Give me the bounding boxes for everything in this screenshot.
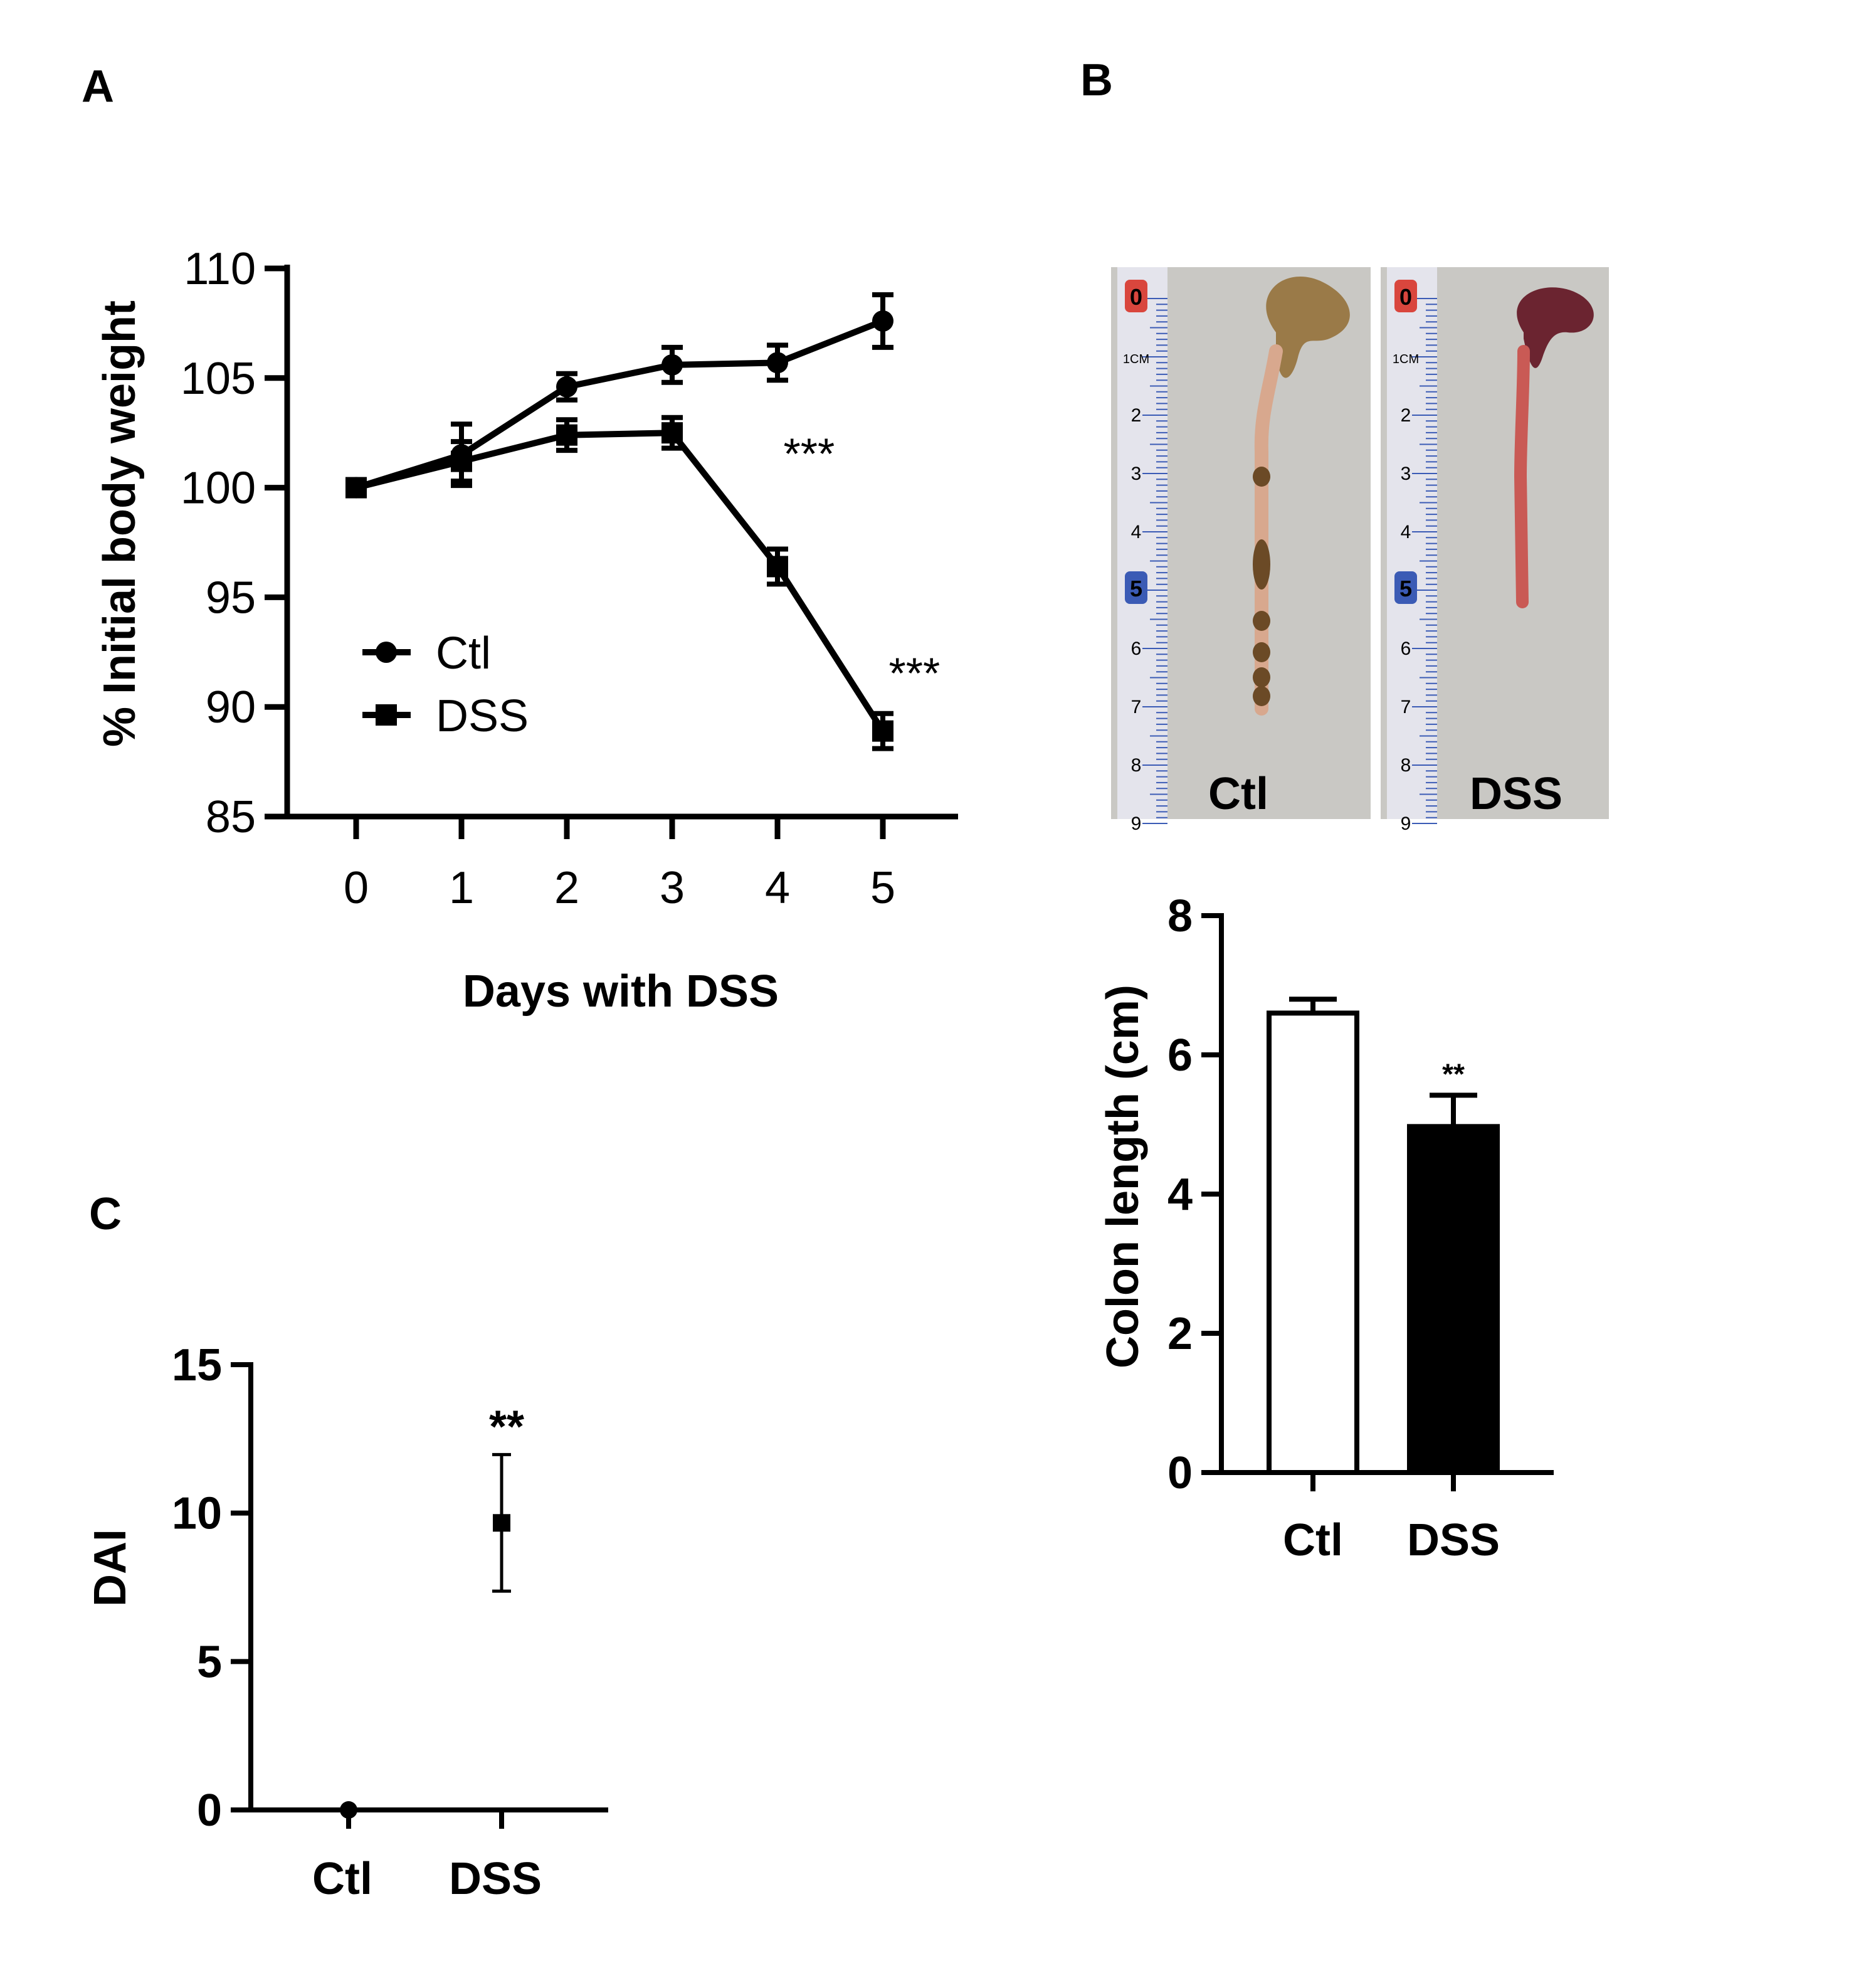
fecal-pellet [1253,539,1270,590]
y-tick-label: 5 [197,1637,222,1687]
colon-photograph: 0 1CM 2 3 4 5 6 7 8 9 Ctl 0 1CM 2 3 4 5 6 7 8 9 DSS [1111,267,1609,834]
data-point-ctl [872,310,893,332]
data-point-dss [451,450,472,472]
bar-dss [1407,1124,1500,1475]
significance-label: ** [1442,1057,1465,1090]
fecal-pellet [1253,467,1270,487]
photo-label-ctl: Ctl [1208,769,1268,819]
x-tick-label: 5 [870,863,895,913]
y-tick-label: 100 [181,463,256,514]
ruler-number: 4 [1131,522,1142,542]
ruler-number: 1CM [1123,352,1149,366]
dai-scatter-chart: 0 5 10 15 DAI Ctl DSS ** [85,1340,608,1904]
y-axis-title: DAI [85,1529,135,1607]
ruler-number: 8 [1131,755,1142,776]
data-point-dss [556,424,577,446]
data-point-ctl [661,354,683,376]
ruler-number: 6 [1401,638,1411,659]
colon-length-bar-chart: 0 2 4 6 8 Colon length (cm) Ctl DSS ** [1098,891,1554,1565]
x-tick-label: 3 [660,863,685,913]
panel-label-b: B [1080,55,1113,105]
data-point-dss [345,477,367,499]
x-tick-label: 4 [765,863,790,913]
bar-ctl [1267,1010,1359,1475]
ruler-number: 9 [1401,813,1411,834]
y-tick-label: 6 [1167,1030,1193,1081]
significance-label: *** [889,648,941,697]
weight-line-chart: 85 90 95 100 105 110 0 1 2 3 4 5 Days with DSS % Init… [95,244,958,1017]
data-point-dss [767,556,788,578]
y-tick-label: 110 [184,244,256,294]
ruler-number: 5 [1399,576,1412,601]
y-tick-label: 90 [206,682,256,733]
ruler-number: 2 [1401,405,1411,426]
ruler-number: 3 [1131,463,1142,484]
ruler-number: 0 [1130,284,1142,310]
data-point-dss [493,1514,510,1532]
legend-marker [376,642,397,663]
x-tick-label: DSS [1407,1515,1500,1565]
ruler-number: 8 [1401,755,1411,776]
panel-label-a: A [82,61,114,112]
x-axis-title: Days with DSS [463,966,779,1017]
series-line-dss [355,430,886,733]
ruler-five-badge [1394,571,1417,604]
y-axis-title: % Initial body weight [95,300,145,747]
fecal-pellet [1253,611,1270,631]
ruler-five-badge [1125,571,1147,604]
y-tick-label: 0 [197,1785,222,1836]
colon-cecum [1266,277,1350,378]
x-tick-label: Ctl [312,1854,372,1904]
y-tick-label: 105 [181,354,256,404]
ruler-number: 5 [1130,576,1142,601]
y-tick-label: 2 [1167,1309,1193,1359]
ruler-number: 2 [1131,405,1142,426]
y-tick-label: 85 [206,792,256,842]
ruler-number: 7 [1131,697,1142,717]
significance-label: *** [784,430,835,479]
legend-marker [376,704,397,726]
ruler-number: 0 [1399,284,1412,310]
fecal-pellet [1253,686,1270,706]
ruler-number: 3 [1401,463,1411,484]
data-point-ctl [556,376,577,398]
y-tick-label: 15 [172,1340,222,1390]
ruler-number: 1CM [1393,352,1419,366]
data-point-dss [661,422,683,444]
fecal-pellet [1253,642,1270,662]
ruler-number: 7 [1401,697,1411,717]
ruler-zero-badge [1394,280,1417,312]
x-tick-label: Ctl [1283,1515,1343,1565]
ruler-number: 4 [1401,522,1411,542]
y-axis-title: Colon length (cm) [1098,985,1148,1368]
ruler-zero-badge [1125,280,1147,312]
y-tick-label: 8 [1167,891,1193,941]
y-tick-label: 95 [206,573,256,623]
y-tick-label: 10 [172,1489,222,1539]
colon-cecum [1517,287,1594,368]
x-tick-label: 0 [344,863,369,913]
ruler-number: 9 [1131,813,1142,834]
data-point-dss [872,720,893,742]
ruler-number: 6 [1131,638,1142,659]
fecal-pellet [1253,667,1270,687]
panel-label-c: C [89,1189,122,1239]
significance-label: ** [489,1402,524,1452]
colon-body [1514,345,1530,608]
x-tick-label: 1 [449,863,474,913]
series-line-ctl [355,318,884,491]
legend-label: DSS [436,691,529,741]
photo-label-dss: DSS [1470,769,1562,819]
x-tick-label: 2 [554,863,579,913]
legend-label: Ctl [436,628,491,679]
y-tick-label: 0 [1167,1448,1193,1498]
y-tick-label: 4 [1167,1170,1193,1220]
colon-body [1254,344,1283,716]
x-tick-label: DSS [449,1854,542,1904]
data-point-ctl [767,352,788,374]
